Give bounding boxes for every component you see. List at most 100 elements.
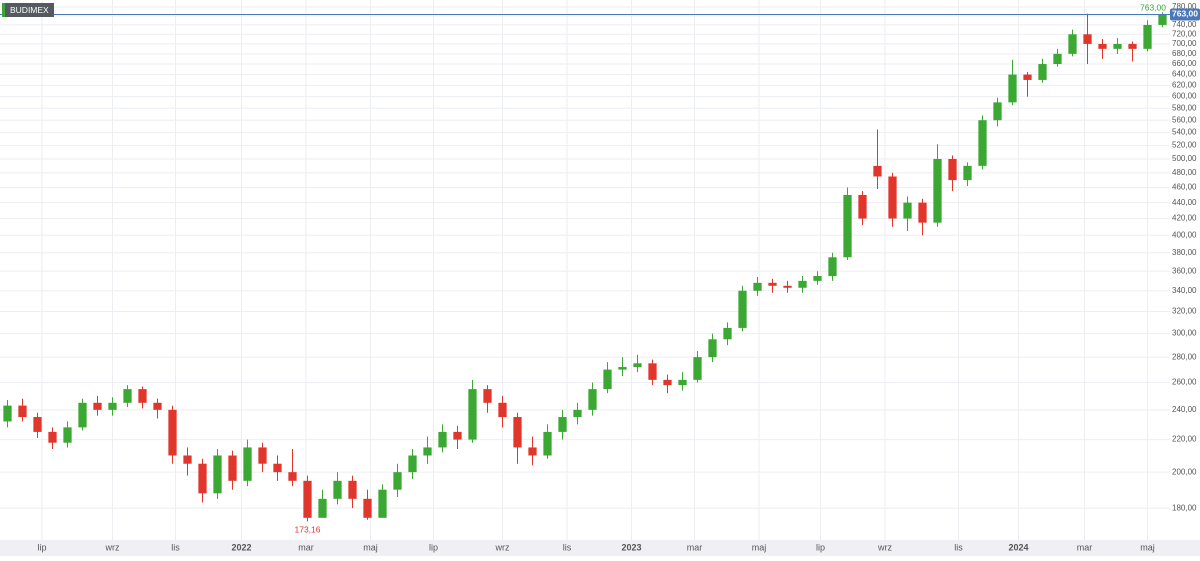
candle-body bbox=[213, 455, 222, 494]
y-tick-label: 420,00 bbox=[1172, 214, 1197, 223]
candle-body bbox=[603, 369, 612, 390]
candle-body bbox=[918, 202, 927, 223]
candle-body bbox=[978, 120, 987, 166]
candle-body bbox=[1128, 43, 1137, 49]
y-tick-label: 480,00 bbox=[1172, 168, 1197, 177]
y-tick-label: 240,00 bbox=[1172, 405, 1197, 414]
y-tick-label: 660,00 bbox=[1172, 59, 1197, 68]
candle-body bbox=[1053, 53, 1062, 65]
y-tick-label: 600,00 bbox=[1172, 92, 1197, 101]
candle-body bbox=[273, 463, 282, 473]
candle-body bbox=[3, 405, 12, 422]
candle-body bbox=[408, 455, 417, 473]
x-tick-label: mar bbox=[1077, 542, 1093, 552]
candle-body bbox=[183, 455, 192, 464]
x-tick-label: maj bbox=[363, 542, 378, 552]
x-tick-label: lis bbox=[954, 542, 963, 552]
y-tick-label: 340,00 bbox=[1172, 286, 1197, 295]
y-tick-label: 180,00 bbox=[1172, 503, 1197, 512]
candle-body bbox=[708, 339, 717, 358]
candle-body bbox=[693, 357, 702, 380]
candle-body bbox=[198, 463, 207, 494]
y-tick-label: 320,00 bbox=[1172, 307, 1197, 316]
x-tick-label: lis bbox=[563, 542, 572, 552]
y-tick-label: 700,00 bbox=[1172, 39, 1197, 48]
y-tick-label: 620,00 bbox=[1172, 81, 1197, 90]
badge-stripe bbox=[2, 3, 5, 17]
candle-body bbox=[963, 165, 972, 181]
candle-body bbox=[873, 165, 882, 177]
y-tick-label: 780,00 bbox=[1172, 2, 1197, 11]
candle-body bbox=[108, 402, 117, 410]
y-tick-label: 220,00 bbox=[1172, 435, 1197, 444]
candle-body bbox=[723, 327, 732, 340]
candle-body bbox=[528, 447, 537, 456]
y-tick-label: 640,00 bbox=[1172, 70, 1197, 79]
candle-body bbox=[243, 447, 252, 481]
candle-body bbox=[903, 202, 912, 219]
candle-body bbox=[123, 389, 132, 403]
candle-body bbox=[1113, 43, 1122, 49]
candle-body bbox=[393, 472, 402, 490]
candles bbox=[3, 12, 1167, 522]
candle-body bbox=[228, 455, 237, 481]
x-tick-label: lip bbox=[429, 542, 438, 552]
candle-body bbox=[1143, 24, 1152, 49]
candle-body bbox=[348, 480, 357, 499]
y-tick-label: 460,00 bbox=[1172, 183, 1197, 192]
candle-body bbox=[948, 158, 957, 181]
candle-body bbox=[63, 427, 72, 443]
y-tick-label: 360,00 bbox=[1172, 266, 1197, 275]
candle-body bbox=[33, 417, 42, 432]
y-tick-label: 680,00 bbox=[1172, 49, 1197, 58]
candle-body bbox=[633, 363, 642, 368]
candle-body bbox=[168, 409, 177, 456]
x-tick-label: mar bbox=[298, 542, 314, 552]
candle-body bbox=[1023, 74, 1032, 80]
candle-body bbox=[258, 447, 267, 464]
candle-body bbox=[618, 367, 627, 370]
candle-body bbox=[1008, 74, 1017, 103]
y-tick-label: 720,00 bbox=[1172, 29, 1197, 38]
candle-body bbox=[1158, 14, 1167, 25]
candle-body bbox=[153, 402, 162, 410]
y-tick-label: 440,00 bbox=[1172, 198, 1197, 207]
grid bbox=[0, 0, 1170, 540]
candle-body bbox=[933, 158, 942, 223]
y-tick-label: 380,00 bbox=[1172, 248, 1197, 257]
y-tick-label: 560,00 bbox=[1172, 115, 1197, 124]
candle-body bbox=[738, 290, 747, 328]
candle-body bbox=[468, 389, 477, 440]
candle-body bbox=[18, 405, 27, 418]
candle-body bbox=[888, 176, 897, 219]
x-axis-strip bbox=[0, 540, 1200, 556]
candle-body bbox=[1038, 64, 1047, 80]
x-tick-label: 2022 bbox=[231, 542, 251, 552]
x-tick-label: 2024 bbox=[1008, 542, 1028, 552]
candle-body bbox=[423, 447, 432, 456]
candle-body bbox=[543, 431, 552, 456]
x-tick-label: maj bbox=[1140, 542, 1155, 552]
candle-body bbox=[588, 389, 597, 410]
candle-body bbox=[993, 102, 1002, 121]
y-tick-label: 500,00 bbox=[1172, 154, 1197, 163]
last-price-badge-text: 763,00 bbox=[1172, 9, 1198, 19]
candle-body bbox=[1068, 34, 1077, 54]
candle-body bbox=[438, 431, 447, 448]
y-tick-label: 260,00 bbox=[1172, 378, 1197, 387]
candle-body bbox=[753, 282, 762, 291]
y-tick-label: 580,00 bbox=[1172, 103, 1197, 112]
candle-body bbox=[333, 480, 342, 499]
y-tick-label: 520,00 bbox=[1172, 141, 1197, 150]
candle-body bbox=[93, 402, 102, 410]
x-tick-label: lip bbox=[816, 542, 825, 552]
x-tick-label: wrz bbox=[877, 542, 892, 552]
x-tick-label: lip bbox=[37, 542, 46, 552]
low-annotation: 173,16 bbox=[295, 525, 321, 535]
candle-body bbox=[138, 389, 147, 403]
y-axis-strip bbox=[1170, 0, 1200, 540]
x-tick-label: 2023 bbox=[621, 542, 641, 552]
y-tick-label: 200,00 bbox=[1172, 467, 1197, 476]
